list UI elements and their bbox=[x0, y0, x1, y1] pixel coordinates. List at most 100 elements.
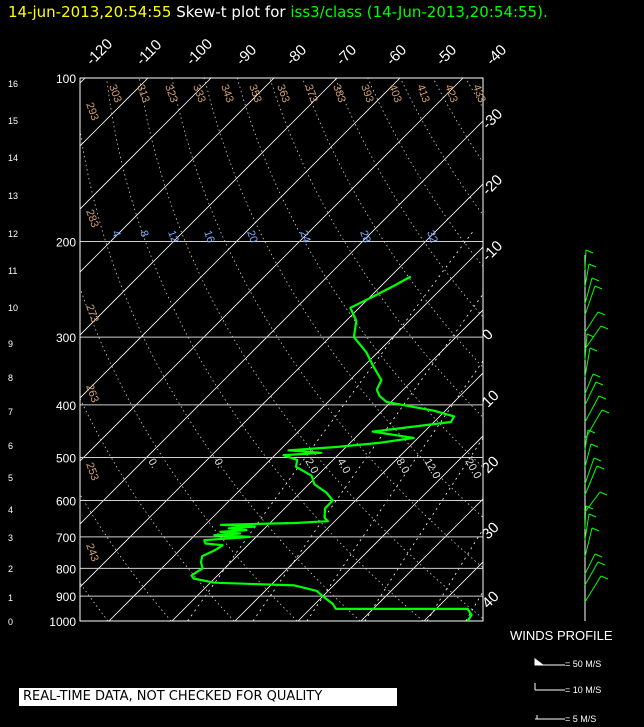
plot-frame bbox=[79, 77, 484, 622]
wind-barb bbox=[584, 513, 590, 541]
isotherm-label: 10 bbox=[479, 387, 503, 411]
plot-title: 14-jun-2013,20:54:55 Skew-t plot for iss… bbox=[8, 3, 548, 21]
dry-adiabat-label: 403 bbox=[386, 83, 404, 104]
dry-adiabat-line bbox=[204, 78, 483, 518]
isobars bbox=[80, 77, 483, 622]
wind-barb-feather bbox=[586, 333, 595, 338]
dry-adiabat-line bbox=[0, 78, 45, 621]
dry-adiabat-label: 303 bbox=[106, 83, 124, 104]
isotherm-label: 40 bbox=[479, 588, 503, 612]
dry-adiabat-line bbox=[80, 127, 361, 621]
dry-adiabat-line bbox=[236, 78, 483, 468]
mixing-ratio-label: 12 bbox=[165, 229, 180, 245]
title-prefix: Skew-t plot for bbox=[176, 3, 286, 21]
isotherm-line bbox=[550, 78, 644, 621]
sounding-profiles bbox=[190, 275, 473, 621]
dry-adiabat-line bbox=[171, 78, 483, 569]
pressure-tick-label: 300 bbox=[56, 331, 76, 345]
mixing-ratio-label: 28 bbox=[357, 229, 372, 245]
dry-adiabat-label: 313 bbox=[134, 83, 152, 104]
height-km-label: 3 bbox=[8, 533, 13, 543]
title-datetime: 14-jun-2013,20:54:55 bbox=[8, 3, 172, 21]
wind-barb bbox=[584, 285, 596, 316]
dry-adiabat-label: 413 bbox=[414, 83, 432, 104]
wind-barb-feather bbox=[585, 249, 594, 254]
mixing-ratio-label: 8 bbox=[137, 229, 150, 239]
wind-barb bbox=[584, 381, 597, 406]
dry-adiabat-line bbox=[498, 78, 644, 621]
wind-barb-feather bbox=[594, 553, 603, 558]
isotherm-line bbox=[80, 120, 483, 525]
dewpoint-line bbox=[190, 275, 473, 621]
pressure-tick-label: 400 bbox=[56, 399, 76, 413]
height-km-label: 2 bbox=[8, 564, 13, 574]
dry-adiabat-label: 283 bbox=[83, 208, 101, 229]
mixing-ratio-line bbox=[187, 229, 475, 621]
wind-barb-feather bbox=[589, 347, 598, 352]
title-dataset: iss3/class (14-Jun-2013,20:54:55) bbox=[290, 3, 543, 21]
mixing-ratio-line bbox=[364, 437, 483, 621]
dry-adiabat-label: 373 bbox=[302, 83, 320, 104]
mixing-ratio-line bbox=[465, 590, 483, 621]
dry-adiabat-line bbox=[138, 78, 483, 620]
dry-adiabat-label: 263 bbox=[83, 383, 101, 404]
wind-barb-feather bbox=[599, 491, 608, 496]
quality-notice: REAL-TIME DATA, NOT CHECKED FOR QUALITY bbox=[19, 688, 397, 706]
dry-adiabat-label: 243 bbox=[83, 542, 101, 563]
isotherm-label: 30 bbox=[479, 519, 503, 543]
wind-barb bbox=[584, 457, 595, 485]
isotherm-line bbox=[423, 561, 483, 621]
height-km-label: 16 bbox=[8, 79, 18, 89]
isotherm-line bbox=[360, 498, 483, 621]
wind-barb-feather bbox=[597, 311, 606, 316]
dry-adiabat-line bbox=[80, 493, 172, 621]
isotherm-line bbox=[80, 78, 275, 273]
axis-labels: 1002003004005006007008009001000161514131… bbox=[8, 36, 510, 629]
height-km-label: 13 bbox=[8, 191, 18, 201]
isotherm-line bbox=[80, 78, 401, 399]
dry-adiabats bbox=[0, 78, 644, 621]
isotherm-line bbox=[80, 78, 338, 336]
wind-barb-feather bbox=[596, 465, 605, 470]
mixing-ratio-label: 24 bbox=[297, 229, 312, 245]
wind-key-symbols bbox=[534, 658, 565, 720]
pressure-tick-label: 200 bbox=[56, 235, 76, 249]
dry-adiabat-line bbox=[80, 286, 298, 621]
height-km-label: 5 bbox=[8, 473, 13, 483]
wind-barb-feather bbox=[600, 575, 609, 580]
wind-barb bbox=[584, 465, 598, 496]
pressure-tick-label: 800 bbox=[56, 562, 76, 576]
wind-barb bbox=[584, 553, 596, 575]
wind-barb-feather bbox=[591, 527, 600, 532]
pressure-tick-label: 700 bbox=[56, 531, 76, 545]
isotherm-label: -80 bbox=[283, 41, 310, 68]
dry-adiabat-line bbox=[564, 78, 644, 621]
mixing-ratio-label: 20 bbox=[244, 229, 259, 245]
mixing-ratio-label: 0. bbox=[145, 457, 160, 471]
wind-barb-feather bbox=[592, 373, 601, 378]
dry-adiabat-line bbox=[629, 78, 644, 621]
isotherm-line bbox=[80, 78, 212, 210]
title-suffix: . bbox=[542, 3, 548, 21]
wind-barb bbox=[584, 527, 593, 558]
dry-adiabat-line bbox=[106, 78, 424, 621]
isotherm-line bbox=[234, 372, 483, 621]
height-km-label: 7 bbox=[8, 407, 13, 417]
pressure-tick-label: 900 bbox=[56, 590, 76, 604]
mixing-ratio-line bbox=[517, 229, 644, 621]
dry-adiabat-label: 383 bbox=[330, 83, 348, 104]
winds-profile-title: WINDS PROFILE bbox=[510, 628, 613, 643]
dry-adiabat-label: 393 bbox=[358, 83, 376, 104]
wind-barb bbox=[584, 373, 594, 395]
wind-barb bbox=[584, 249, 587, 271]
wind-barb bbox=[584, 325, 602, 350]
mixing-ratio-lines bbox=[187, 229, 644, 621]
mixing-ratio-line bbox=[566, 229, 644, 621]
wind-barb-feather bbox=[588, 513, 597, 518]
dry-adiabat-label: 343 bbox=[218, 83, 236, 104]
wind-barb-feather bbox=[588, 263, 597, 268]
height-km-label: 11 bbox=[8, 266, 17, 276]
mixing-ratio-label: 16 bbox=[201, 229, 216, 245]
wind-barb-feather bbox=[590, 443, 599, 448]
